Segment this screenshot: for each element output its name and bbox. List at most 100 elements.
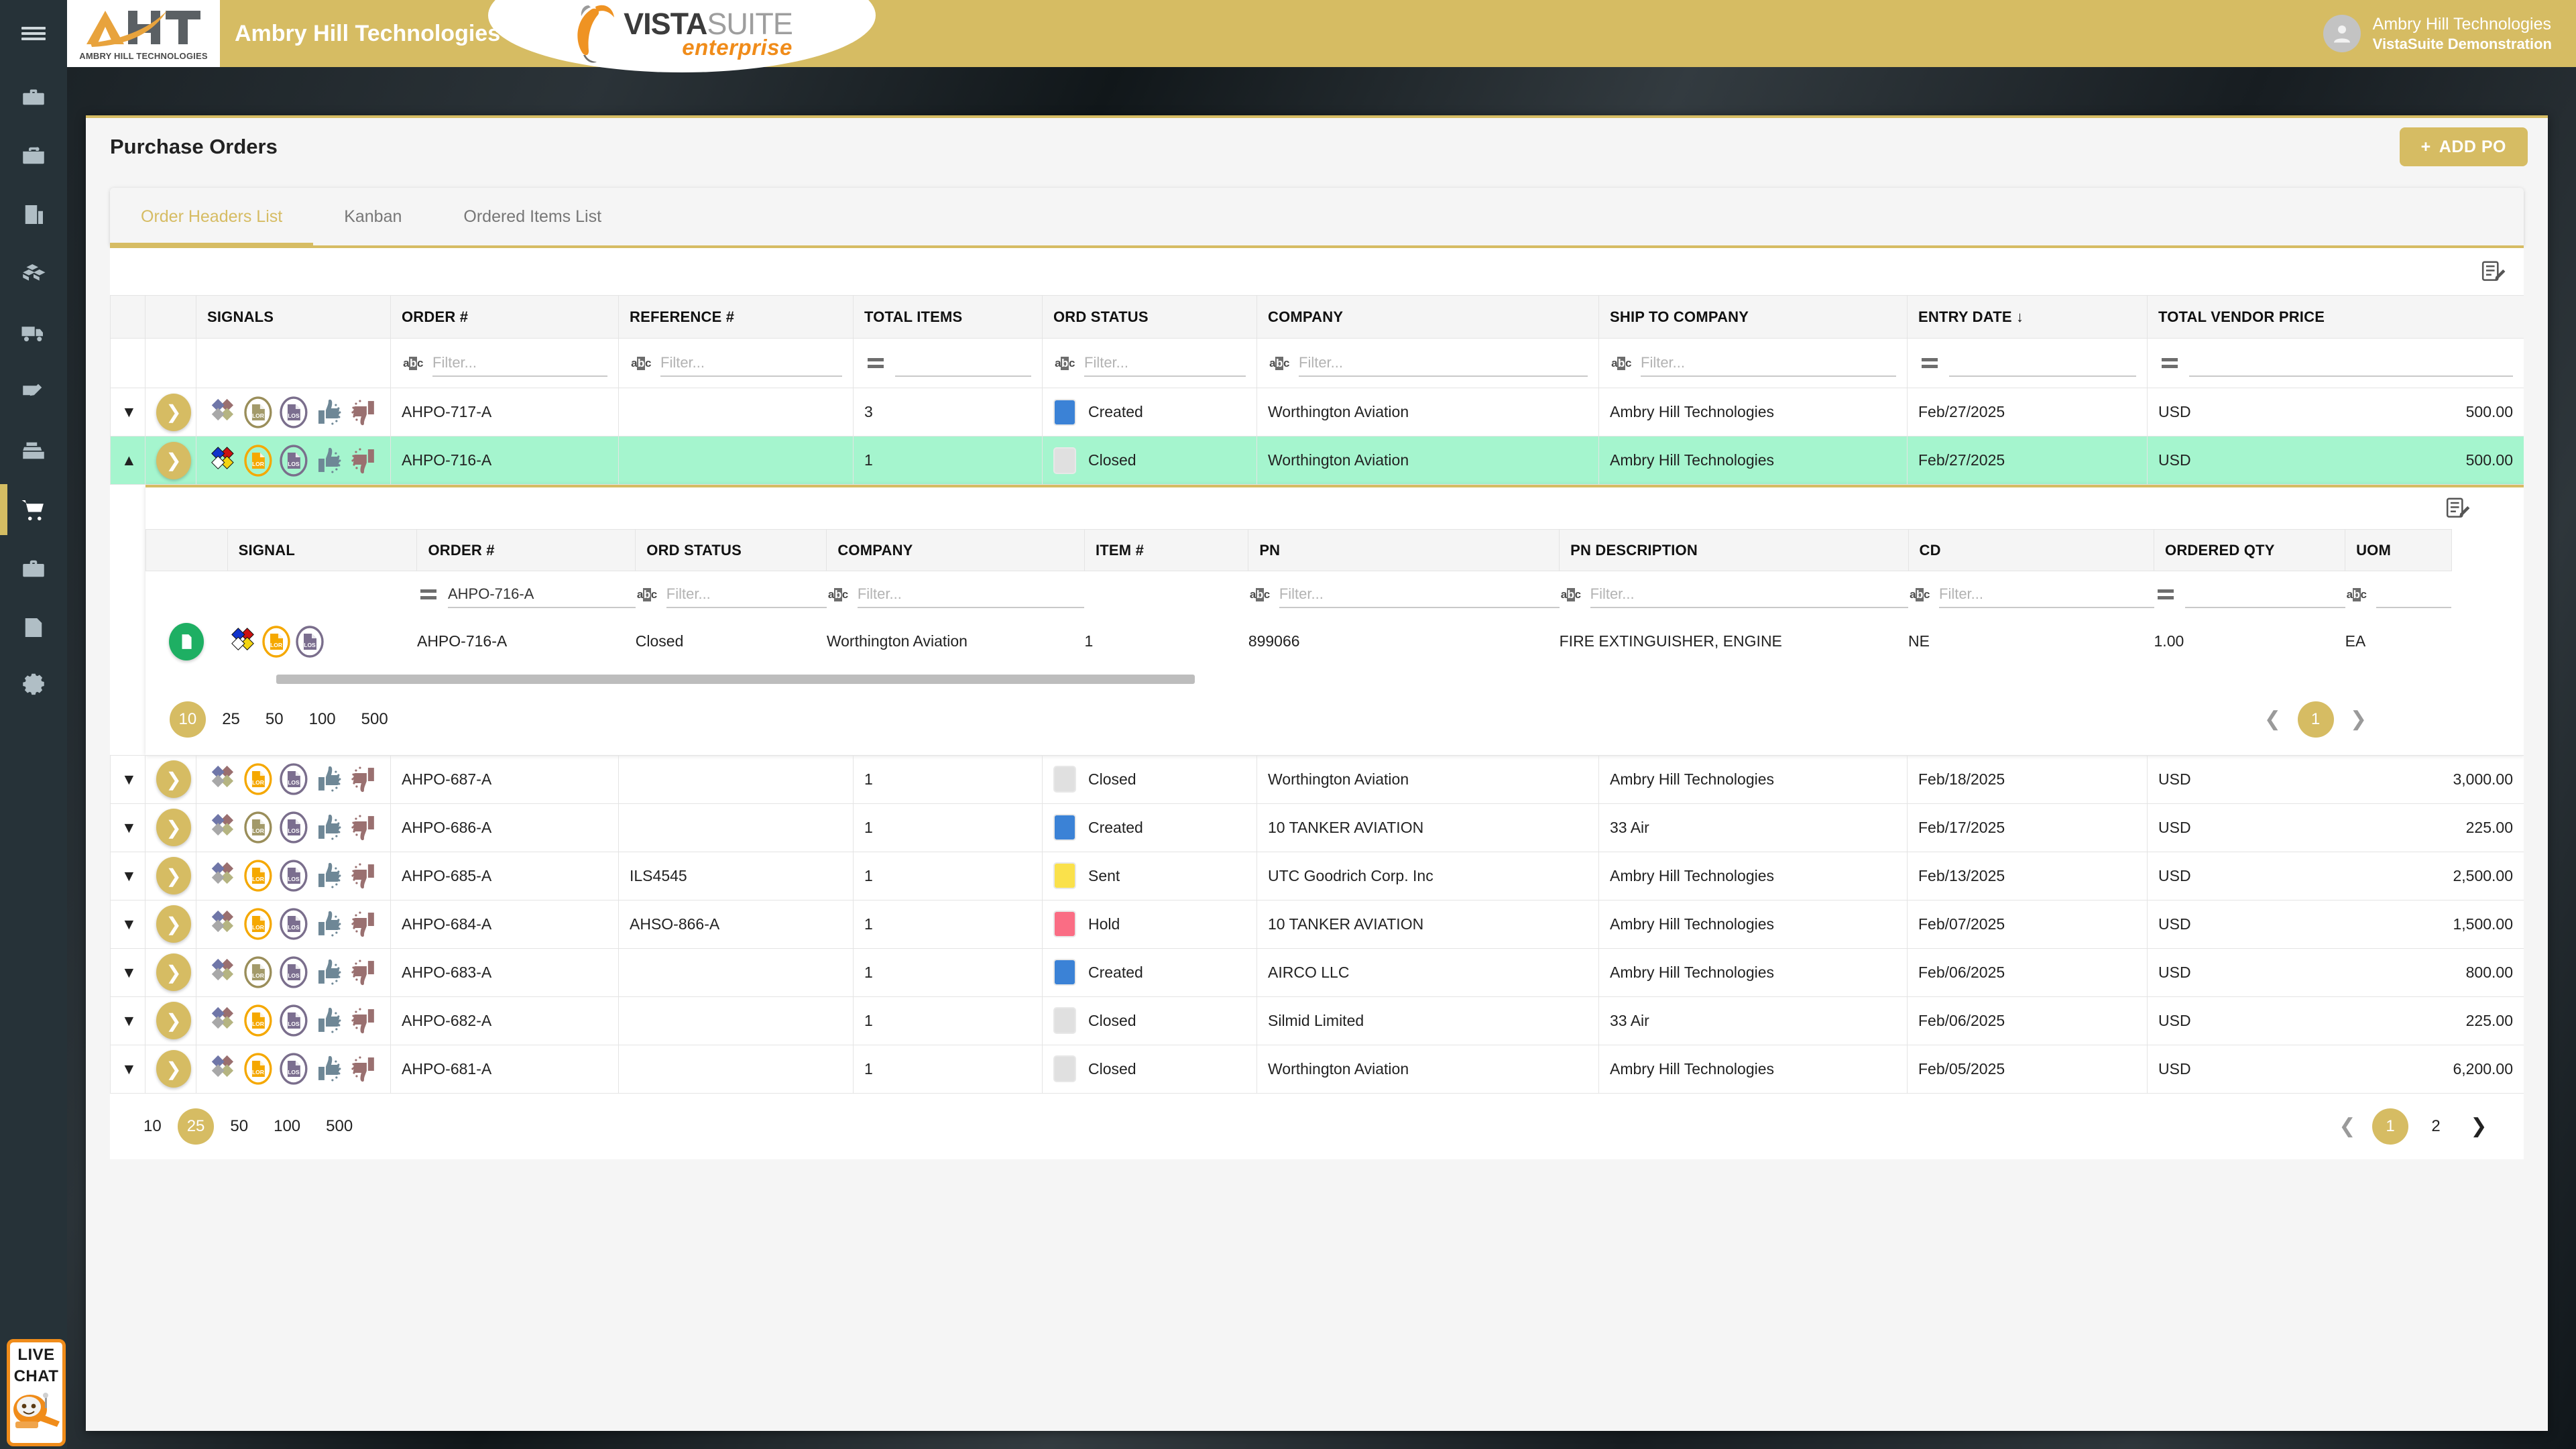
filter-input[interactable] (857, 581, 1085, 608)
sidebar-item-point-of-sale[interactable] (0, 421, 67, 480)
thumb-down-icon[interactable] (349, 396, 379, 429)
lor-document-icon[interactable]: LOR (243, 396, 274, 429)
column-header-order[interactable]: ORDER # (390, 295, 619, 339)
filter-input[interactable] (660, 349, 842, 377)
detail-table-row[interactable]: LOR LOS AHPO-716-A Closed Worthington Aviati… (145, 618, 2451, 665)
row-expand-toggle[interactable]: ▼ (110, 996, 145, 1045)
open-record-button[interactable]: ❯ (156, 809, 191, 846)
filter-input[interactable] (447, 581, 636, 608)
detail-page-size-10[interactable]: 10 (169, 701, 207, 738)
page-size-25[interactable]: 25 (177, 1108, 215, 1145)
filter-input[interactable] (2189, 349, 2513, 377)
thumb-up-icon[interactable] (313, 811, 344, 844)
equals-filter-icon[interactable] (1918, 354, 1941, 373)
los-document-icon[interactable]: LOS (278, 762, 309, 796)
equals-filter-icon[interactable] (2158, 354, 2181, 373)
thumb-up-icon[interactable] (313, 1052, 344, 1086)
column-header-blank-0[interactable] (110, 295, 145, 339)
nfpa-diamond-icon[interactable] (207, 396, 238, 429)
open-record-button[interactable]: ❯ (156, 953, 191, 991)
nfpa-diamond-icon[interactable] (207, 1052, 238, 1086)
thumb-up-icon[interactable] (313, 762, 344, 796)
filter-input[interactable] (666, 581, 827, 608)
sidebar-item-briefcase[interactable] (0, 126, 67, 185)
thumb-up-icon[interactable] (313, 907, 344, 941)
thumb-down-icon[interactable] (349, 907, 379, 941)
lor-document-icon[interactable]: LOR (243, 811, 274, 844)
thumb-down-icon[interactable] (349, 762, 379, 796)
sidebar-item-settings[interactable] (0, 657, 67, 716)
filter-input[interactable] (2376, 581, 2451, 608)
thumb-down-icon[interactable] (349, 955, 379, 989)
lor-document-icon[interactable]: LOR (243, 859, 274, 892)
table-row[interactable]: ▼ ❯ LOR LOS AHPO-686-A 1 Created 10 TANKER AVIA… (110, 803, 2524, 852)
los-document-icon[interactable]: LOS (278, 1052, 309, 1086)
column-header-ship-to-company[interactable]: SHIP TO COMPANY (1598, 295, 1908, 339)
detail-page-size-500[interactable]: 500 (352, 701, 398, 738)
detail-page-size-50[interactable]: 50 (256, 701, 293, 738)
detail-page-size-25[interactable]: 25 (213, 701, 249, 738)
tab-ordered-items-list[interactable]: Ordered Items List (432, 188, 632, 245)
sidebar-item-reports[interactable] (0, 598, 67, 657)
row-expand-toggle[interactable]: ▼ (110, 754, 145, 804)
los-document-icon[interactable]: LOS (278, 444, 309, 477)
detail-column-header-blank-0[interactable] (145, 529, 228, 571)
user-account-menu[interactable]: Ambry Hill Technologies VistaSuite Demon… (2323, 0, 2552, 67)
thumb-down-icon[interactable] (349, 859, 379, 892)
sidebar-item-toolbox[interactable] (0, 67, 67, 126)
detail-page-size-100[interactable]: 100 (300, 701, 345, 738)
detail-column-header-item[interactable]: ITEM # (1084, 529, 1249, 571)
detail-column-header-uom[interactable]: UOM (2345, 529, 2452, 571)
table-row[interactable]: ▲ ❯ LOR LOS AHPO-716-A 1 Closed Worthington Avi… (110, 436, 2524, 485)
detail-column-header-company[interactable]: COMPANY (826, 529, 1085, 571)
detail-column-header-pn[interactable]: PN (1248, 529, 1560, 571)
table-row[interactable]: ▼ ❯ LOR LOS AHPO-717-A 3 Created Worthington Av… (110, 388, 2524, 437)
detail-prev-page-icon[interactable]: ❮ (2264, 708, 2282, 730)
detail-page-1[interactable]: 1 (2297, 701, 2334, 738)
export-edit-icon[interactable] (2445, 496, 2471, 521)
row-expand-toggle[interactable]: ▼ (110, 1044, 145, 1094)
table-row[interactable]: ▼ ❯ LOR LOS AHPO-687-A 1 Closed Worthington Avi… (110, 754, 2524, 804)
export-edit-icon[interactable] (2481, 259, 2506, 284)
detail-column-header-order[interactable]: ORDER # (416, 529, 636, 571)
thumb-down-icon[interactable] (349, 444, 379, 477)
tab-kanban[interactable]: Kanban (313, 188, 432, 245)
thumb-up-icon[interactable] (313, 396, 344, 429)
lor-document-icon[interactable]: LOR (243, 1052, 274, 1086)
los-document-icon[interactable]: LOS (294, 625, 325, 658)
open-record-button[interactable]: ❯ (156, 441, 191, 479)
filter-input[interactable] (1939, 581, 2154, 608)
filter-input[interactable] (1279, 581, 1560, 608)
table-row[interactable]: ▼ ❯ LOR LOS AHPO-681-A 1 Closed Worthington Avi… (110, 1044, 2524, 1094)
column-header-total-vendor-price[interactable]: TOTAL VENDOR PRICE (2147, 295, 2524, 339)
filter-input[interactable] (1949, 349, 2136, 377)
page-2[interactable]: 2 (2418, 1108, 2454, 1145)
add-po-button[interactable]: + ADD PO (2399, 127, 2528, 166)
lor-document-icon[interactable]: LOR (243, 762, 274, 796)
thumb-up-icon[interactable] (313, 955, 344, 989)
row-expand-toggle[interactable]: ▲ (110, 436, 145, 485)
open-record-button[interactable]: ❯ (156, 905, 191, 943)
filter-input[interactable] (1084, 349, 1246, 377)
next-page-icon[interactable]: ❯ (2470, 1115, 2487, 1137)
sidebar-item-orders-entry[interactable] (0, 362, 67, 421)
nfpa-diamond-icon[interactable] (207, 811, 238, 844)
column-header-signals[interactable]: SIGNALS (196, 295, 391, 339)
nfpa-diamond-icon[interactable] (207, 444, 238, 477)
tab-order-headers-list[interactable]: Order Headers List (110, 188, 314, 245)
equals-filter-icon[interactable] (2154, 585, 2177, 604)
thumb-down-icon[interactable] (349, 811, 379, 844)
los-document-icon[interactable]: LOS (278, 859, 309, 892)
column-header-blank-1[interactable] (145, 295, 196, 339)
nfpa-diamond-icon[interactable] (207, 955, 238, 989)
column-header-reference[interactable]: REFERENCE # (618, 295, 854, 339)
thumb-up-icon[interactable] (313, 444, 344, 477)
